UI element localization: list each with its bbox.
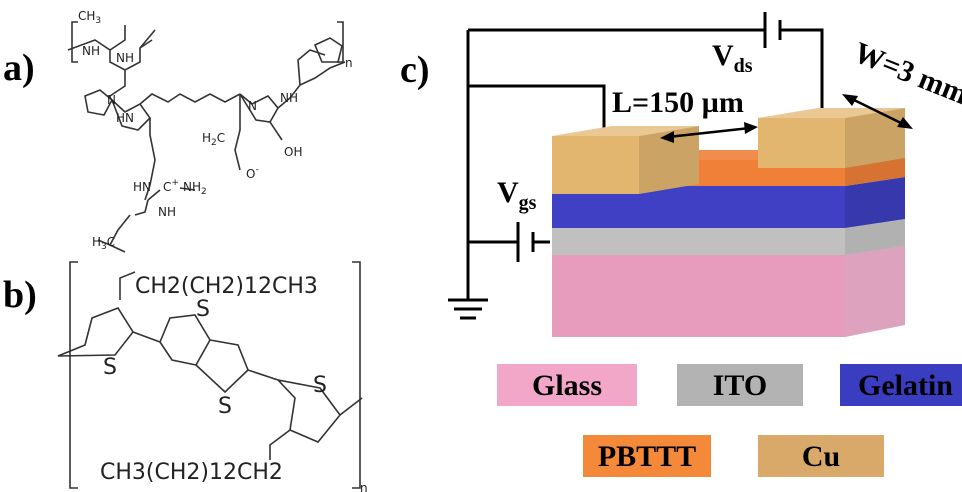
vgs-label: Vgs (497, 176, 537, 214)
device-schematic: Vds Vgs L=150 µm W=3 mm (448, 12, 962, 337)
atom-ch3-top: CH3 (78, 9, 101, 26)
width-arrow (842, 94, 913, 129)
atom-nh-arg: NH (158, 205, 176, 219)
legend-item-ito: ITO (677, 364, 803, 406)
layer-legend: Glass ITO Gelatin PBTTT Cu (497, 364, 962, 477)
atom-h3c: H3C (92, 235, 115, 252)
legend-swatch-ito (677, 364, 803, 406)
legend-swatch-cu (758, 435, 884, 477)
sulfur-label-1: S (103, 355, 117, 380)
gelatin-layer (552, 177, 905, 228)
sulfur-label-3: S (218, 394, 232, 419)
vds-label: Vds (712, 39, 753, 77)
gelatin-structure: CH3 NH NH N N HN NH H2C OH O- HN C+ NH2 … (67, 9, 353, 253)
legend-label-ito: ITO (713, 369, 767, 402)
polymer-subscript-n-b: n (360, 481, 368, 492)
atom-n-pro2: N (248, 99, 257, 113)
atom-n-pro1: N (107, 93, 116, 107)
legend-swatch-pbttt (583, 435, 711, 477)
atom-nh2: NH2 (183, 180, 207, 197)
atom-oh: OH (284, 145, 302, 159)
legend-swatch-gelatin (840, 364, 962, 406)
legend-label-gelatin: Gelatin (858, 369, 953, 402)
pbttt-bottom-chain: CH3(CH2)12CH2 (100, 460, 283, 485)
legend-item-glass: Glass (497, 364, 637, 406)
legend-item-pbttt: PBTTT (583, 435, 711, 477)
drain-electrode (758, 108, 905, 168)
atom-nh-gly: NH (280, 91, 298, 105)
source-electrode (552, 126, 699, 194)
channel-length-label: L=150 µm (612, 86, 744, 119)
legend-item-cu: Cu (758, 435, 884, 477)
pbttt-top-chain: CH2(CH2)12CH3 (135, 274, 318, 299)
atom-c-plus: C+ (163, 178, 179, 194)
legend-label-cu: Cu (802, 440, 840, 473)
atom-h2c: H2C (202, 131, 225, 148)
legend-label-pbttt: PBTTT (598, 440, 696, 473)
sulfur-label-2: S (196, 297, 210, 322)
atom-o-minus: O- (246, 165, 259, 181)
atom-hn-arg: HN (133, 180, 151, 194)
length-arrow (660, 122, 758, 143)
atom-hn-left: HN (116, 111, 134, 125)
panel-label-a: a) (3, 47, 35, 89)
ground-icon (448, 287, 488, 320)
atom-nh-2: NH (116, 51, 134, 65)
ito-layer (552, 219, 905, 255)
legend-item-gelatin: Gelatin (840, 364, 962, 406)
legend-swatch-glass (497, 364, 637, 406)
sulfur-label-4: S (313, 373, 327, 398)
legend-label-glass: Glass (532, 369, 602, 402)
channel-width-label: W=3 mm (849, 36, 962, 111)
panel-label-b: b) (3, 274, 37, 316)
polymer-subscript-n-a: n (345, 56, 353, 70)
atom-nh-1: NH (82, 44, 100, 58)
glass-layer (552, 246, 905, 337)
pbttt-structure: CH2(CH2)12CH3 CH3(CH2)12CH2 S S S S n (57, 261, 368, 492)
panel-label-c: c) (400, 49, 430, 91)
